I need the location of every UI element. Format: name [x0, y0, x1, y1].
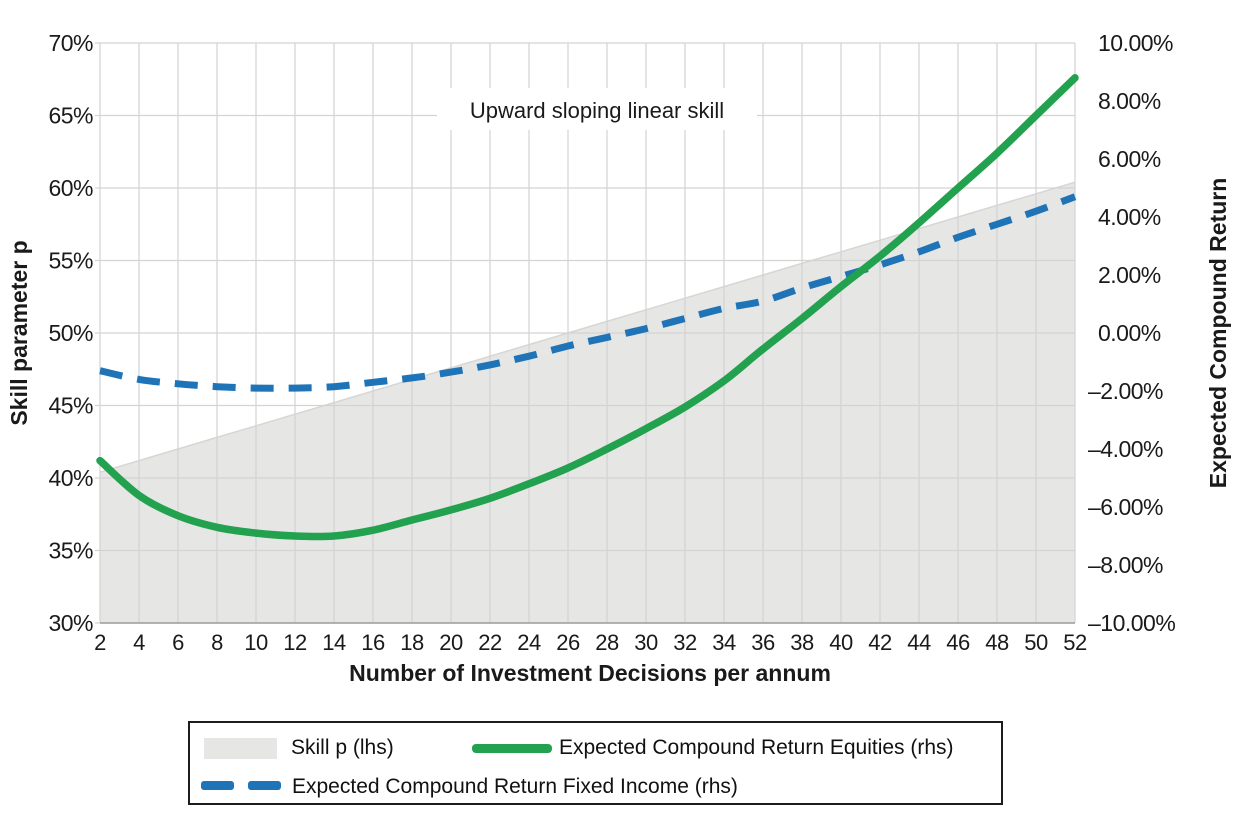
y-left-tick-label: 65% [48, 103, 93, 129]
x-tick-label: 50 [1024, 630, 1048, 655]
y-right-tick-label: 4.00% [1098, 204, 1161, 230]
x-tick-label: 48 [985, 630, 1009, 655]
y-right-tick-label: 2.00% [1098, 262, 1161, 288]
x-tick-label: 22 [478, 630, 502, 655]
x-tick-label: 20 [439, 630, 463, 655]
y-left-tick-label: 45% [48, 393, 93, 419]
x-tick-label: 16 [361, 630, 385, 655]
x-tick-label: 24 [517, 630, 541, 655]
legend-swatch-equities-line [472, 744, 552, 753]
x-tick-label: 14 [322, 630, 346, 655]
x-tick-label: 30 [634, 630, 658, 655]
y-left-tick-label: 55% [48, 248, 93, 274]
y-right-tick-label: 10.00% [1098, 30, 1173, 56]
legend-swatch-skill-area [204, 738, 277, 759]
series-fixed-income-line [99, 193, 1077, 392]
y-right-tick-label: 6.00% [1098, 146, 1161, 172]
x-tick-label: 18 [400, 630, 424, 655]
x-tick-label: 6 [172, 630, 184, 655]
x-tick-label: 28 [595, 630, 619, 655]
x-tick-label: 10 [244, 630, 268, 655]
y-left-tick-label: 30% [48, 610, 93, 636]
legend-label-fixed-income: Expected Compound Return Fixed Income (r… [292, 775, 738, 798]
y-right-tick-label: 8.00% [1098, 88, 1161, 114]
y-right-tick-label: 0.00% [1098, 320, 1161, 346]
y-right-tick-label: –8.00% [1088, 552, 1163, 578]
y-left-tick-label: 70% [48, 30, 93, 56]
y-left-axis-title: Skill parameter p [6, 240, 32, 425]
x-tick-label: 34 [712, 630, 736, 655]
y-left-tick-label: 50% [48, 320, 93, 346]
x-tick-label: 52 [1063, 630, 1087, 655]
x-tick-label: 12 [283, 630, 307, 655]
x-tick-label: 42 [868, 630, 892, 655]
x-tick-label: 4 [133, 630, 145, 655]
y-right-tick-label: –4.00% [1088, 436, 1163, 462]
annotation-background [437, 88, 757, 130]
legend-label-skill: Skill p (lhs) [291, 736, 394, 759]
x-tick-label: 8 [211, 630, 223, 655]
y-left-tick-label: 35% [48, 538, 93, 564]
x-tick-label: 26 [556, 630, 580, 655]
legend-swatch-fixed-income-dash [201, 781, 234, 790]
x-tick-label: 46 [946, 630, 970, 655]
chart-annotation: Upward sloping linear skill [470, 98, 724, 123]
legend-swatch-fixed-income-dash [248, 781, 281, 790]
x-tick-label: 36 [751, 630, 775, 655]
x-tick-label: 40 [829, 630, 853, 655]
y-right-axis-title: Expected Compound Return [1205, 178, 1231, 489]
chart-legend: Skill p (lhs) Expected Compound Return E… [188, 721, 1003, 805]
y-left-tick-label: 60% [48, 175, 93, 201]
y-right-tick-label: –6.00% [1088, 494, 1163, 520]
y-left-tick-label: 40% [48, 465, 93, 491]
y-right-tick-label: –2.00% [1088, 378, 1163, 404]
x-tick-label: 32 [673, 630, 697, 655]
series-equities-line [96, 74, 1079, 541]
x-tick-label: 44 [907, 630, 931, 655]
x-tick-label: 2 [94, 630, 106, 655]
dual-axis-line-chart: Upward sloping linear skill 70% 65% 60% 55% 5… [6, 30, 1231, 686]
y-right-tick-label: –10.00% [1088, 610, 1175, 636]
x-axis-title: Number of Investment Decisions per annum [349, 660, 831, 686]
x-tick-label: 38 [790, 630, 814, 655]
legend-label-equities: Expected Compound Return Equities (rhs) [559, 736, 954, 759]
